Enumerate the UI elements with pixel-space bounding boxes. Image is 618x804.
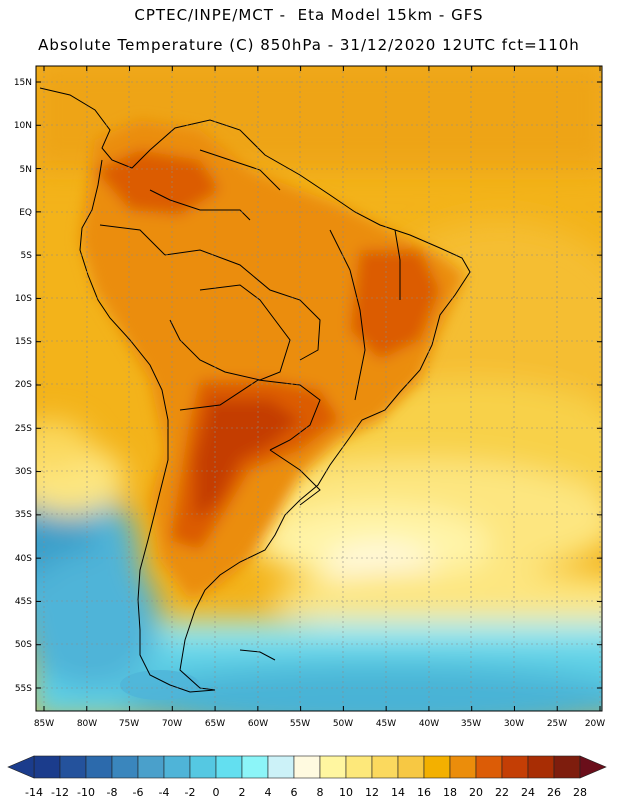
lat-label: 25S <box>15 424 32 434</box>
lat-label: 5S <box>21 251 33 261</box>
colorbar-cell <box>527 755 555 779</box>
lat-label: 10S <box>15 294 32 304</box>
colorbar-label: -4 <box>159 786 170 799</box>
colorbar-cell <box>137 755 165 779</box>
lat-label: 10N <box>14 121 32 131</box>
lat-label: 55S <box>15 684 32 694</box>
colorbar-cell <box>293 755 321 779</box>
colorbar-label: 4 <box>265 786 272 799</box>
colorbar-label: 26 <box>547 786 561 799</box>
colorbar-cell <box>85 755 113 779</box>
colorbar-label: -6 <box>133 786 144 799</box>
colorbar-label: -14 <box>25 786 43 799</box>
colorbar-labels: -14 -12 -10 -8 -6 -4 -2 0 2 4 6 8 10 12 … <box>25 786 587 799</box>
lat-label: 35S <box>15 510 32 520</box>
axis-ticks <box>36 66 602 711</box>
lon-label: 80W <box>77 719 97 729</box>
colorbar-cell <box>501 755 529 779</box>
lon-label: 85W <box>34 719 54 729</box>
colorbar-cell <box>189 755 217 779</box>
colorbar-cell <box>345 755 373 779</box>
colorbar-cell <box>241 755 269 779</box>
lat-label: EQ <box>19 208 32 218</box>
lon-label: 20W <box>585 719 605 729</box>
temperature-field <box>36 66 602 711</box>
lon-label: 60W <box>248 719 268 729</box>
colorbar-label: 6 <box>291 786 298 799</box>
lon-label: 30W <box>504 719 524 729</box>
lat-label: 45S <box>15 597 32 607</box>
lon-label: 50W <box>333 719 353 729</box>
lon-label: 45W <box>376 719 396 729</box>
colorbar-cell <box>475 755 503 779</box>
colorbar-label: 16 <box>417 786 431 799</box>
latitude-labels: 15N 10N 5N EQ 5S 10S 15S 20S 25S 30S 35S… <box>14 78 32 694</box>
colorbar-cell <box>449 755 477 779</box>
lon-label: 35W <box>461 719 481 729</box>
lon-label: 25W <box>547 719 567 729</box>
lon-label: 40W <box>419 719 439 729</box>
colorbar-label: 28 <box>573 786 587 799</box>
lat-label: 15N <box>14 78 32 88</box>
map-title-line2: Absolute Temperature (C) 850hPa - 31/12/… <box>38 36 580 54</box>
colorbar-cell <box>319 755 347 779</box>
colorbar-label: 22 <box>495 786 509 799</box>
colorbar-cell <box>397 755 425 779</box>
colorbar-min-arrow <box>7 755 35 779</box>
colorbar <box>7 755 607 779</box>
lon-label: 70W <box>162 719 182 729</box>
lat-label: 15S <box>15 337 32 347</box>
colorbar-cell <box>423 755 451 779</box>
lat-label: 20S <box>15 380 32 390</box>
colorbar-label: 12 <box>365 786 379 799</box>
lat-label: 40S <box>15 554 32 564</box>
colorbar-cell <box>215 755 243 779</box>
colorbar-label: -8 <box>107 786 118 799</box>
colorbar-label: 10 <box>339 786 353 799</box>
colorbar-label: 18 <box>443 786 457 799</box>
colorbar-label: 14 <box>391 786 405 799</box>
lat-label: 5N <box>20 165 32 175</box>
graticule <box>36 66 602 711</box>
lon-label: 55W <box>290 719 310 729</box>
map-title-line1: CPTEC/INPE/MCT - Eta Model 15km - GFS <box>134 6 484 24</box>
colorbar-label: 0 <box>213 786 220 799</box>
colorbar-cell <box>371 755 399 779</box>
lon-label: 65W <box>205 719 225 729</box>
colorbar-max-arrow <box>579 755 607 779</box>
colorbar-label: -10 <box>77 786 95 799</box>
lat-label: 50S <box>15 640 32 650</box>
colorbar-label: -2 <box>185 786 196 799</box>
lon-label: 75W <box>119 719 139 729</box>
colorbar-label: 20 <box>469 786 483 799</box>
map-frame <box>35 65 603 712</box>
colorbar-label: 24 <box>521 786 535 799</box>
colorbar-label: 2 <box>239 786 246 799</box>
colorbar-cell <box>33 755 61 779</box>
colorbar-label: 8 <box>317 786 324 799</box>
longitude-labels: 85W 80W 75W 70W 65W 60W 55W 50W 45W 40W … <box>34 719 605 729</box>
colorbar-cell <box>111 755 139 779</box>
colorbar-cell <box>59 755 87 779</box>
colorbar-cell <box>163 755 191 779</box>
colorbar-label: -12 <box>51 786 69 799</box>
colorbar-cell <box>267 755 295 779</box>
colorbar-cell <box>553 755 581 779</box>
lat-label: 30S <box>15 467 32 477</box>
